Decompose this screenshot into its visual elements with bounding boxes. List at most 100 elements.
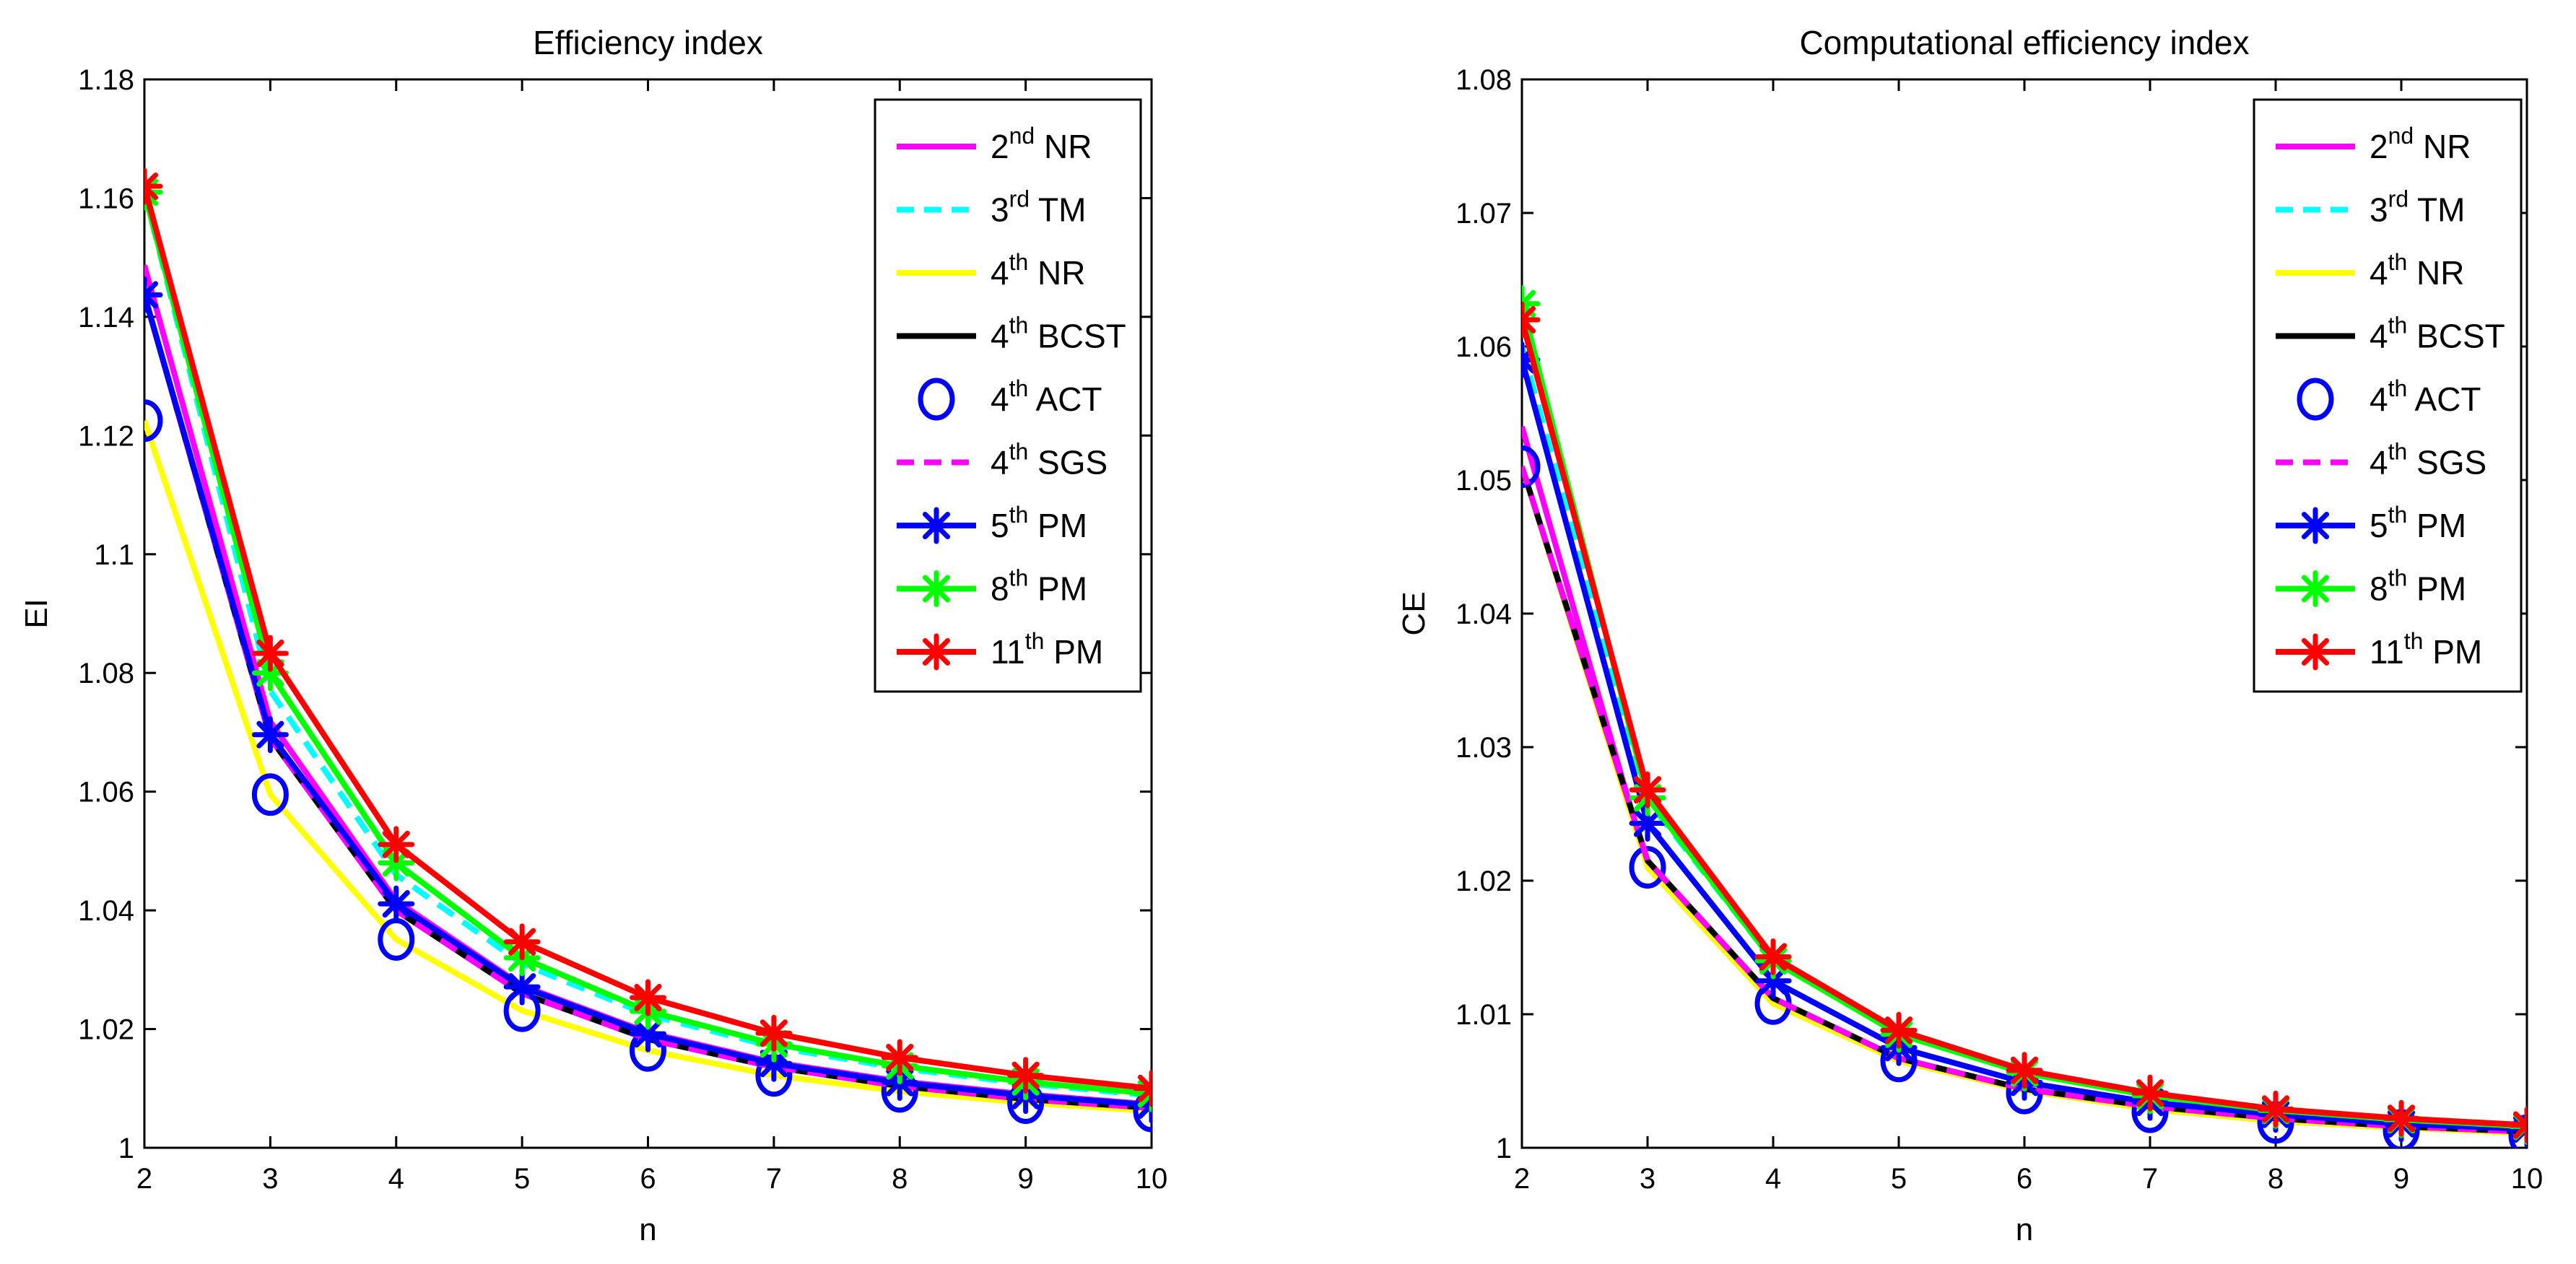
legend-label: 2nd NR	[2370, 123, 2471, 165]
chart-title: Computational efficiency index	[1799, 24, 2249, 61]
legend-label: 4th NR	[991, 249, 1086, 292]
legend-item: 4th BCST	[2276, 313, 2505, 355]
legend-item: 8th PM	[897, 565, 1087, 608]
x-tick-label: 2	[136, 1163, 152, 1195]
legend-label: 2nd NR	[991, 123, 1092, 165]
legend-item: 5th PM	[897, 502, 1087, 544]
y-axis-label: CE	[1396, 591, 1432, 635]
data-point	[251, 635, 289, 672]
legend-marker	[2297, 507, 2334, 544]
data-point	[378, 885, 415, 923]
data-point	[2006, 1052, 2043, 1089]
x-tick-label: 8	[892, 1163, 908, 1195]
x-tick-label: 10	[1136, 1163, 1168, 1195]
data-point	[1880, 1011, 1918, 1049]
y-tick-label: 1.07	[1455, 198, 1512, 230]
y-axis-label: EI	[19, 598, 54, 629]
chart-efficiency-index: Efficiency index 2 3 4 5 6 7 8 9 10 1 1.02 1.04 1.06 1…	[19, 24, 1167, 1247]
legend-item: 2nd NR	[897, 123, 1092, 165]
legend-label: 4th NR	[2370, 249, 2465, 292]
x-tick-label: 7	[2142, 1163, 2158, 1195]
data-point	[1629, 846, 1666, 889]
x-axis-label: n	[639, 1212, 656, 1247]
data-point	[1522, 301, 1541, 339]
chart-title: Efficiency index	[533, 24, 763, 61]
legend-item: 4th NR	[897, 249, 1086, 292]
y-tick-label: 1.1	[94, 539, 134, 571]
legend-label: 11th PM	[991, 628, 1103, 671]
x-axis-label: n	[2016, 1212, 2033, 1247]
legend-label: 4th ACT	[991, 375, 1102, 418]
legend-label: 11th PM	[2370, 628, 2482, 671]
data-point	[1133, 1089, 1152, 1133]
y-tick-label: 1.02	[1455, 866, 1512, 897]
data-point	[251, 773, 289, 816]
legend-label: 4th ACT	[2370, 375, 2481, 418]
legend-marker	[918, 633, 955, 671]
legend-label: 4th BCST	[2370, 313, 2505, 355]
legend-item: 4th SGS	[2276, 439, 2486, 481]
legend-marker	[2297, 570, 2334, 607]
legend-marker	[918, 507, 955, 544]
data-point	[1629, 804, 1666, 842]
y-tick-label: 1	[118, 1133, 134, 1164]
data-point	[1629, 771, 1666, 808]
data-point	[144, 399, 163, 443]
y-tick-label: 1.06	[1455, 331, 1512, 363]
x-tick-label: 9	[2393, 1163, 2409, 1195]
y-tick-label: 1.18	[78, 64, 134, 96]
data-point	[630, 979, 666, 1016]
data-point	[1522, 445, 1541, 488]
x-tick-label: 6	[640, 1163, 656, 1195]
data-point	[2508, 1107, 2527, 1144]
data-point	[144, 167, 163, 205]
y-tick-label: 1.08	[78, 658, 134, 689]
series-11th-pm	[1522, 301, 2527, 1144]
legend-label: 8th PM	[2370, 565, 2466, 608]
data-point	[251, 716, 289, 754]
legend-item: 11th PM	[897, 628, 1103, 671]
x-tick-label: 4	[388, 1163, 404, 1195]
data-point	[2508, 1114, 2527, 1148]
y-tick-label: 1.06	[78, 777, 134, 808]
series-layer	[1522, 285, 2527, 1148]
legend-item: 3rd TM	[2276, 186, 2465, 229]
data-point	[503, 923, 541, 961]
data-point	[503, 968, 541, 1006]
legend-label: 3rd TM	[991, 186, 1086, 229]
x-tick-label: 2	[1514, 1163, 1530, 1195]
legend-label: 3rd TM	[2370, 186, 2465, 229]
series-layer	[144, 167, 1152, 1133]
legend-label: 8th PM	[991, 565, 1087, 608]
chart-computational-efficiency-index: Computational efficiency index 2 3 4 5 6 7 8 9 10…	[1396, 24, 2543, 1247]
legend-marker	[2297, 633, 2334, 671]
legend-label: 4th SGS	[991, 439, 1108, 481]
y-tick-label: 1.05	[1455, 465, 1512, 497]
x-tick-label: 10	[2511, 1163, 2544, 1195]
y-tick-label: 1.04	[1455, 598, 1512, 630]
data-point	[144, 276, 163, 313]
y-tick-label: 1.02	[78, 1014, 134, 1046]
legend-item: 3rd TM	[897, 186, 1086, 229]
legend-marker	[2297, 378, 2334, 421]
y-tick-label: 1.12	[78, 420, 134, 452]
data-point	[2257, 1090, 2294, 1128]
x-tick-label: 7	[766, 1163, 782, 1195]
x-tick-label: 3	[262, 1163, 278, 1195]
data-point	[755, 1014, 793, 1052]
y-tick-label: 1.03	[1455, 732, 1512, 764]
legend: 2nd NR 3rd TM 4th NR 4th BCST 4th ACT 4th SGS…	[2253, 98, 2523, 693]
legend-label: 4th SGS	[2370, 439, 2486, 481]
data-point	[2383, 1099, 2420, 1137]
legend-label: 5th PM	[991, 502, 1087, 544]
legend: 2nd NR 3rd TM 4th NR 4th BCST 4th ACT 4th SGS…	[874, 98, 1142, 693]
data-point	[1754, 938, 1792, 975]
legend-item: 4th ACT	[2297, 375, 2481, 421]
legend-item: 4th ACT	[918, 375, 1102, 421]
x-tick-label: 6	[2016, 1163, 2032, 1195]
data-point	[1133, 1070, 1152, 1107]
legend-item: 11th PM	[2276, 628, 2482, 671]
x-tick-label: 9	[1018, 1163, 1034, 1195]
x-tick-label: 5	[1891, 1163, 1907, 1195]
